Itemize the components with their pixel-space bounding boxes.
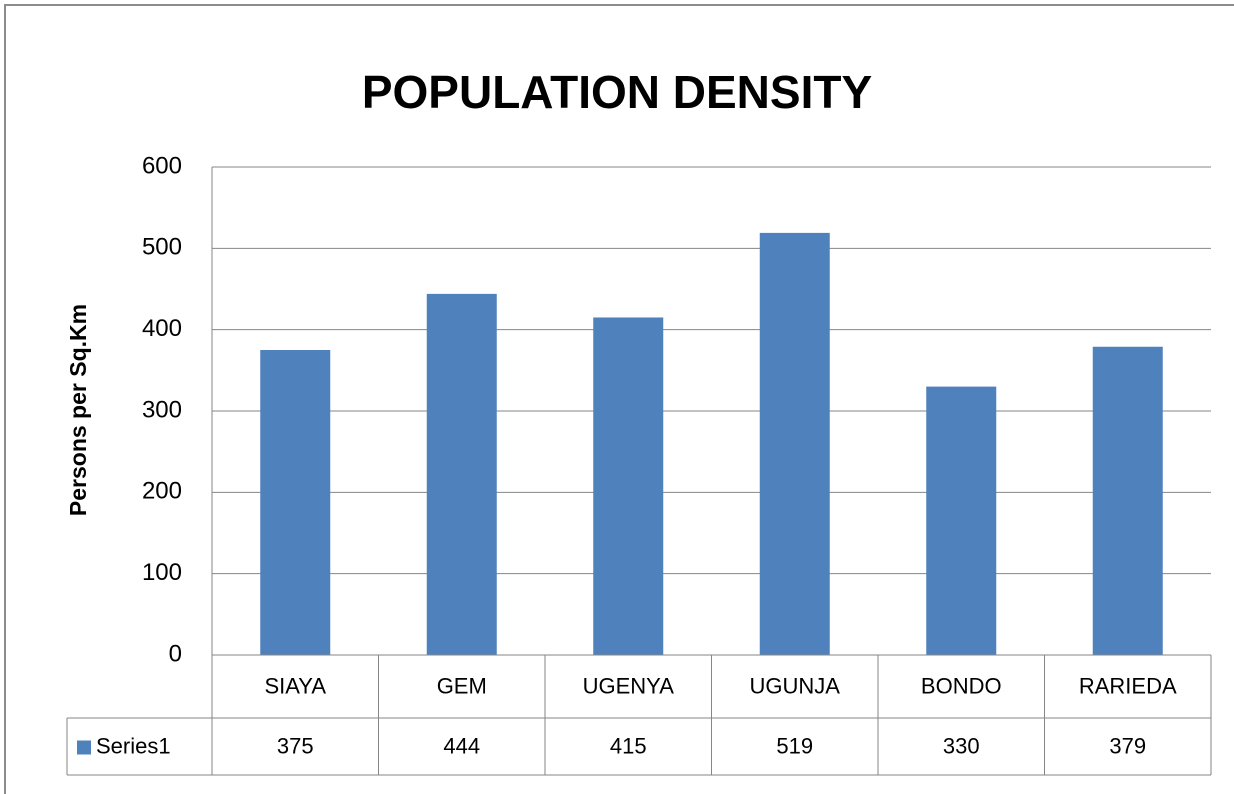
- legend-label: Series1: [96, 733, 171, 758]
- legend-key: [77, 740, 91, 755]
- y-axis-label: Persons per Sq.Km: [65, 304, 91, 516]
- bar: [759, 232, 830, 655]
- chart-title: POPULATION DENSITY: [362, 66, 872, 118]
- bar: [593, 317, 664, 655]
- x-tick-label: SIAYA: [264, 673, 326, 698]
- data-table-value: 375: [277, 733, 314, 758]
- y-tick-label: 300: [142, 396, 182, 423]
- x-tick-label: GEM: [437, 673, 487, 698]
- data-table-value: 415: [610, 733, 647, 758]
- y-tick-label: 100: [142, 559, 182, 586]
- y-tick-label: 400: [142, 315, 182, 342]
- data-table-value: 519: [776, 733, 813, 758]
- x-tick-label: BONDO: [921, 673, 1002, 698]
- data-table-value: 330: [943, 733, 980, 758]
- chart-border: [4, 4, 1234, 794]
- y-tick-label: 200: [142, 478, 182, 505]
- bar: [426, 293, 497, 655]
- y-tick-label: 0: [169, 640, 182, 667]
- x-tick-label: UGENYA: [583, 673, 675, 698]
- data-table-value: 379: [1109, 733, 1146, 758]
- bar: [926, 386, 997, 655]
- x-tick-label: UGUNJA: [750, 673, 841, 698]
- bar: [260, 350, 331, 655]
- y-tick-label: 600: [142, 152, 182, 179]
- y-tick-label: 500: [142, 234, 182, 261]
- data-table-value: 444: [443, 733, 480, 758]
- x-tick-label: RARIEDA: [1079, 673, 1177, 698]
- bar: [1092, 346, 1163, 655]
